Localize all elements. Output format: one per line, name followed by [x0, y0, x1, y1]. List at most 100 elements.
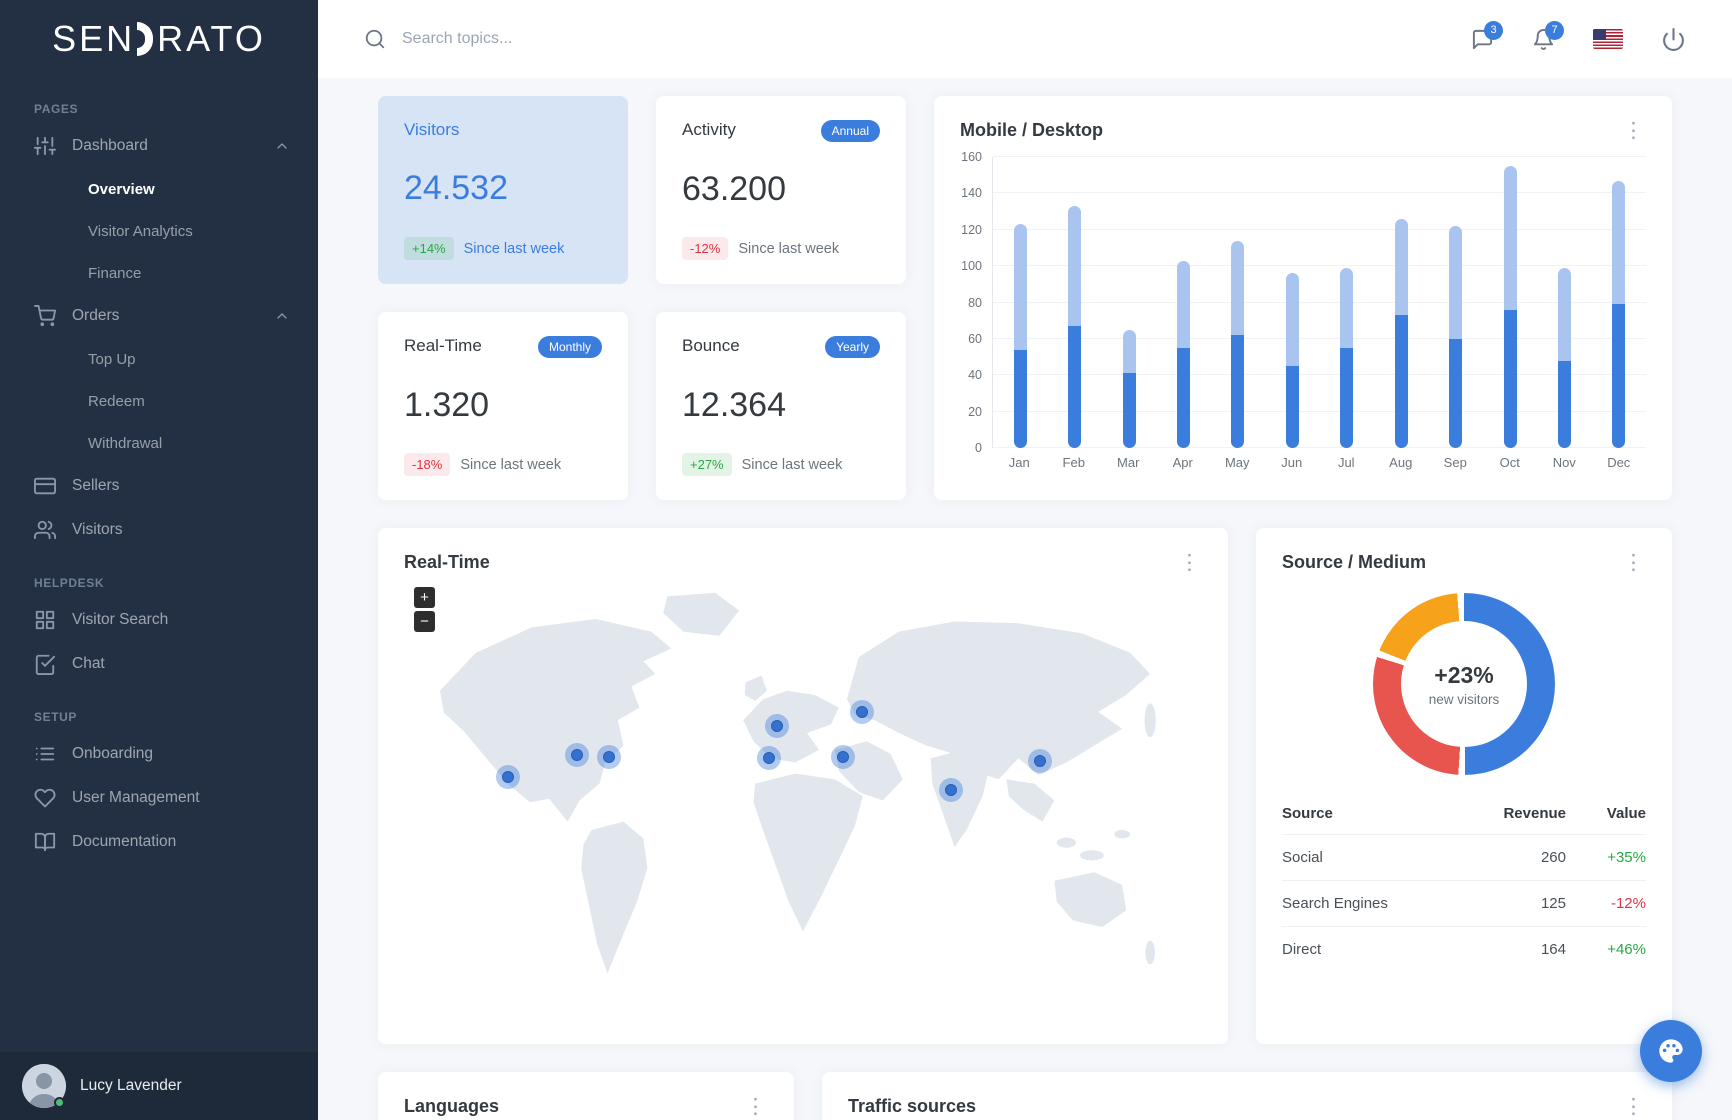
cell-source: Direct: [1282, 941, 1322, 958]
y-axis-tick: 100: [961, 259, 982, 274]
bar-segment-mobile: [1176, 347, 1190, 448]
notifications-badge: 7: [1545, 20, 1564, 40]
sidebar-item-onboarding[interactable]: Onboarding: [0, 732, 318, 776]
x-axis-label: Mar: [1117, 454, 1140, 470]
sidebar-item-redeem[interactable]: Redeem: [88, 392, 145, 410]
sliders-icon: [34, 135, 56, 157]
stacked-bar: [1068, 206, 1082, 448]
bell-icon: [1533, 28, 1554, 50]
sidebar-item-chat[interactable]: Chat: [0, 642, 318, 686]
map-marker[interactable]: [764, 713, 789, 738]
bar-segment-desktop: [1068, 206, 1082, 327]
bar-sep[interactable]: [1428, 157, 1482, 448]
bar-aug[interactable]: [1374, 157, 1428, 448]
stat-period-badge[interactable]: Yearly: [825, 336, 880, 358]
x-axis-label: Dec: [1607, 454, 1631, 470]
stacked-bar: [1557, 267, 1571, 448]
sidebar-item-visitor-search[interactable]: Visitor Search: [0, 598, 318, 642]
search-input[interactable]: [402, 30, 822, 48]
sidebar-item-sellers[interactable]: Sellers: [0, 464, 318, 508]
bar-jan[interactable]: [993, 157, 1047, 448]
sidebar-item-orders[interactable]: Orders: [0, 294, 318, 338]
map-marker[interactable]: [830, 745, 855, 770]
traffic-sources-card: Traffic sources ⋮: [822, 1072, 1672, 1120]
heart-icon: [34, 787, 56, 809]
bar-segment-mobile: [1068, 326, 1082, 448]
sidebar-item-withdrawal[interactable]: Withdrawal: [88, 434, 163, 452]
plot-area: [992, 156, 1646, 448]
messages-button[interactable]: 3: [1471, 20, 1503, 51]
more-menu-button[interactable]: ⋮: [745, 1095, 766, 1118]
map-marker[interactable]: [850, 699, 875, 724]
grid-line: [993, 337, 1646, 339]
bar-segment-desktop: [1122, 329, 1136, 374]
more-menu-button[interactable]: ⋮: [1623, 119, 1644, 142]
sidebar-item-documentation[interactable]: Documentation: [0, 820, 318, 864]
bar-segment-desktop: [1013, 224, 1027, 350]
logout-button[interactable]: [1661, 27, 1686, 52]
sidebar-item-visitors[interactable]: Visitors: [0, 508, 318, 552]
stat-period-badge[interactable]: Annual: [820, 120, 880, 142]
stat-caption: Since last week: [741, 456, 843, 473]
bar-jul[interactable]: [1320, 157, 1374, 448]
bar-mar[interactable]: [1102, 157, 1156, 448]
sidebar-item-user-management[interactable]: User Management: [0, 776, 318, 820]
map-marker-dot: [603, 751, 616, 764]
zoom-out-button[interactable]: −: [414, 611, 435, 632]
map-marker[interactable]: [565, 742, 590, 767]
bar-may[interactable]: [1211, 157, 1265, 448]
stat-card-realtime[interactable]: Real-Time Monthly 1.320 -18% Since last …: [378, 312, 628, 500]
stat-period-badge[interactable]: Monthly: [537, 336, 602, 358]
stat-caption: Since last week: [738, 240, 840, 257]
stat-card-bounce[interactable]: Bounce Yearly 12.364 +27% Since last wee…: [656, 312, 906, 500]
stacked-bar: [1285, 273, 1299, 448]
bar-dec[interactable]: [1592, 157, 1646, 448]
sidebar-item-finance[interactable]: Finance: [88, 264, 142, 282]
map-marker-dot: [836, 751, 849, 764]
palette-icon: [1659, 1039, 1683, 1063]
map-marker[interactable]: [1028, 748, 1052, 773]
stat-card-visitors[interactable]: Visitors 24.532 +14% Since last week: [378, 96, 628, 284]
theme-settings-button[interactable]: [1640, 1020, 1702, 1082]
bar-oct[interactable]: [1483, 157, 1537, 448]
bar-segment-mobile: [1340, 347, 1354, 448]
map-marker[interactable]: [938, 777, 963, 802]
brand-logo[interactable]: SEN RATO: [0, 0, 318, 78]
bar-chart: 0 20 40 60 80 100 120 140 160 Jan Feb Mar Apr May Jun…: [960, 141, 1646, 476]
language-flag-button[interactable]: [1593, 29, 1623, 49]
mobile-desktop-chart-card: Mobile / Desktop ⋮ 0 20 40 60 80 100 120 140 160…: [934, 96, 1672, 500]
sidebar-item-overview[interactable]: Overview: [88, 180, 155, 198]
cell-revenue: 260: [1471, 834, 1566, 881]
y-axis-tick: 80: [968, 295, 982, 310]
sidebar-item-dashboard[interactable]: Dashboard: [0, 124, 318, 168]
donut-chart: +23% new visitors: [1282, 593, 1646, 775]
stat-card-activity[interactable]: Activity Annual 63.200 -12% Since last w…: [656, 96, 906, 284]
map-marker[interactable]: [495, 765, 520, 790]
search-icon: [365, 29, 385, 49]
donut-center-value: +23%: [1434, 661, 1494, 688]
bar-apr[interactable]: [1156, 157, 1210, 448]
sidebar-item-visitor-analytics[interactable]: Visitor Analytics: [88, 222, 193, 240]
bar-segment-mobile: [1013, 349, 1027, 448]
bar-nov[interactable]: [1537, 157, 1591, 448]
sidebar-user[interactable]: Lucy Lavender: [0, 1052, 318, 1120]
bar-feb[interactable]: [1047, 157, 1101, 448]
y-axis-tick: 0: [975, 441, 982, 455]
map-marker[interactable]: [757, 746, 782, 771]
more-menu-button[interactable]: ⋮: [1623, 551, 1644, 574]
more-menu-button[interactable]: ⋮: [1179, 551, 1200, 574]
more-menu-button[interactable]: ⋮: [1623, 1095, 1644, 1118]
bar-jun[interactable]: [1265, 157, 1319, 448]
map-marker[interactable]: [597, 745, 622, 770]
col-header-revenue: Revenue: [1471, 795, 1566, 835]
sidebar-item-top-up[interactable]: Top Up: [88, 350, 136, 368]
sidebar-item-label: Visitors: [72, 521, 123, 538]
zoom-in-button[interactable]: +: [414, 587, 435, 608]
notifications-button[interactable]: 7: [1532, 20, 1564, 51]
stacked-bar: [1176, 260, 1190, 448]
grid-line: [993, 447, 1646, 448]
sidebar-nav: PAGES Dashboard Overview Visitor Analyti…: [0, 78, 318, 1052]
table-row: Direct 164 +46%: [1282, 927, 1646, 973]
grid-line: [993, 156, 1646, 157]
